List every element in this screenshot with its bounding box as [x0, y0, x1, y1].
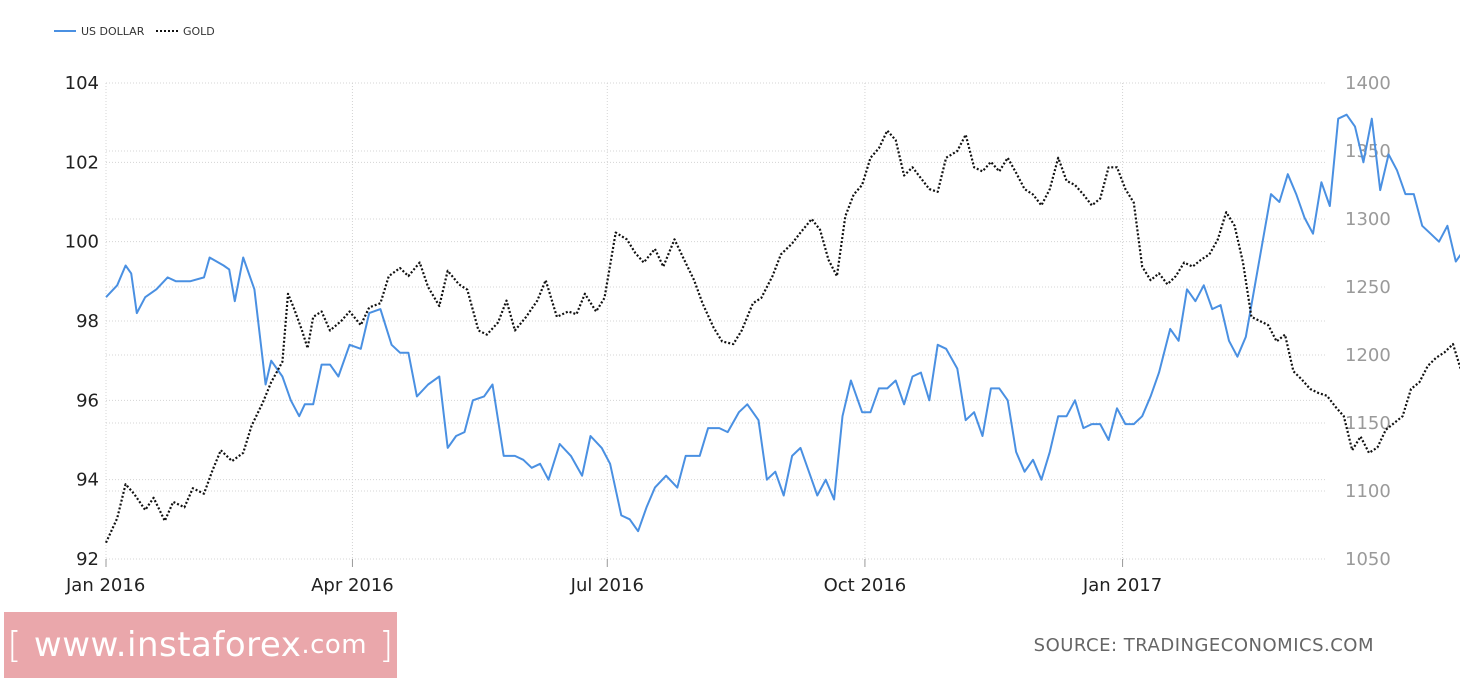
y-right-tick-1150: 1150: [1345, 413, 1391, 434]
y-axis-right: 1050 1100 1150 1200 1250 1300 1350 1400: [1345, 73, 1391, 570]
x-tick-label-0: Jan 2016: [65, 575, 145, 596]
y-right-tick-1300: 1300: [1345, 209, 1391, 230]
x-tick-label-3: Oct 2016: [824, 575, 907, 596]
y-right-tick-1050: 1050: [1345, 549, 1391, 570]
y-left-tick-104: 104: [65, 73, 99, 94]
y-left-tick-98: 98: [76, 311, 99, 332]
y-right-tick-1250: 1250: [1345, 277, 1391, 298]
x-axis: Jan 2016 Apr 2016 Jul 2016 Oct 2016 Jan 2017: [65, 559, 1162, 596]
y-axis-left: 92 94 96 98 100 102 104: [65, 73, 99, 570]
series-layer: [104, 113, 1460, 544]
source-label: SOURCE: TRADINGECONOMICS.COM: [1034, 635, 1374, 656]
watermark-suffix: .com: [301, 630, 368, 660]
y-left-tick-96: 96: [76, 390, 99, 411]
watermark-logo: [ www.instaforex .com ]: [4, 612, 397, 678]
x-tick-label-4: Jan 2017: [1082, 575, 1162, 596]
y-left-tick-102: 102: [65, 152, 99, 173]
y-right-tick-1400: 1400: [1345, 73, 1391, 94]
y-left-tick-100: 100: [65, 232, 99, 253]
legend-usd-label: US DOLLAR: [81, 25, 145, 38]
legend-gold-label: GOLD: [183, 25, 215, 38]
gridlines: [105, 82, 1327, 560]
legend: US DOLLAR GOLD: [54, 25, 215, 38]
y-right-tick-1100: 1100: [1345, 481, 1391, 502]
y-right-tick-1350: 1350: [1345, 141, 1391, 162]
series-gold-line: [104, 129, 1460, 544]
y-left-tick-92: 92: [76, 549, 99, 570]
x-tick-label-2: Jul 2016: [570, 575, 644, 596]
series-us-dollar-line: [105, 113, 1460, 533]
y-left-tick-94: 94: [76, 470, 99, 491]
y-right-tick-1200: 1200: [1345, 345, 1391, 366]
watermark-text: www.instaforex: [33, 625, 302, 665]
x-tick-label-1: Apr 2016: [311, 575, 394, 596]
